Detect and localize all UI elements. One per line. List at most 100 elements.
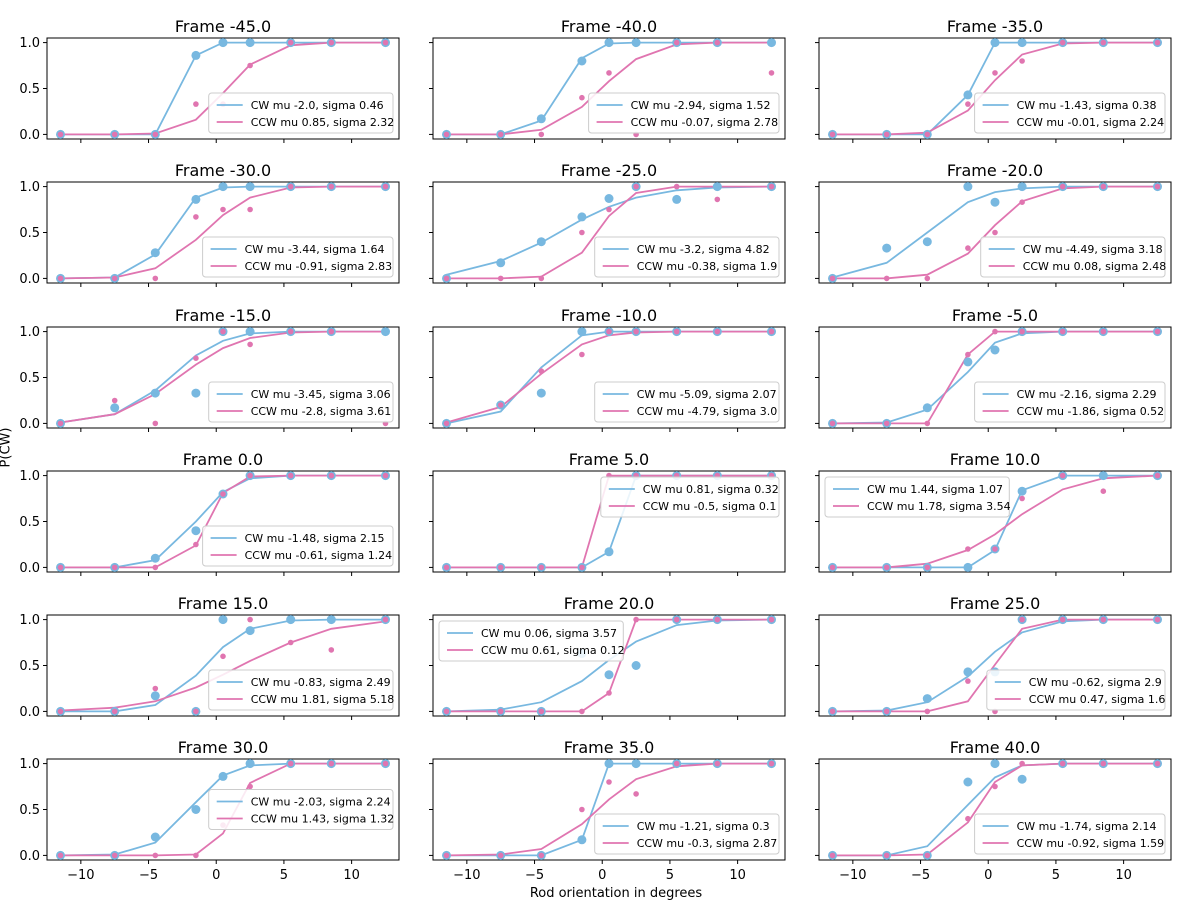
x-axis-label: Rod orientation in degrees <box>529 886 703 901</box>
ccw-data-point <box>1100 183 1107 190</box>
legend-entry: CCW mu -2.8, sigma 3.61 <box>251 405 392 418</box>
x-tick-label: 10 <box>343 868 360 883</box>
ccw-data-point <box>883 708 890 715</box>
legend-entry: CW mu -1.74, sigma 2.14 <box>1017 820 1157 833</box>
ccw-data-point <box>443 564 450 571</box>
legend: CW mu -1.48, sigma 2.15 CCW mu -0.61, sig… <box>202 525 394 567</box>
ccw-data-point <box>673 328 680 335</box>
cw-data-point <box>218 38 228 48</box>
ccw-data-point <box>924 852 931 859</box>
ccw-data-point <box>443 131 450 138</box>
ccw-data-point <box>538 852 545 859</box>
legend: CW mu -2.0, sigma 0.46 CCW mu 0.85, sigma… <box>208 92 395 134</box>
legend-entry: CCW mu -0.5, sigma 0.1 <box>643 500 777 513</box>
legend-entry: CW mu -2.16, sigma 2.29 <box>1017 388 1157 401</box>
ccw-data-point <box>1059 760 1066 767</box>
legend-entry: CCW mu -1.86, sigma 0.52 <box>1017 405 1165 418</box>
cw-data-point <box>245 182 255 192</box>
subplot-title: Frame -15.0 <box>175 306 271 325</box>
legend-entry: CW mu -2.0, sigma 0.46 <box>251 99 384 112</box>
legend-entry: CW mu -3.45, sigma 3.06 <box>251 388 391 401</box>
legend-box <box>208 669 394 711</box>
y-tick-label: 1.0 <box>19 325 40 340</box>
ccw-data-point <box>247 206 253 213</box>
ccw-data-point <box>883 852 890 859</box>
legend: CW mu -1.43, sigma 0.38 CCW mu -0.01, sig… <box>974 92 1166 134</box>
x-tick-label: 0 <box>212 868 220 883</box>
ccw-data-point <box>538 131 545 138</box>
ccw-data-point <box>606 690 612 696</box>
x-tick-label: 5 <box>280 868 288 883</box>
ccw-data-point <box>382 760 389 767</box>
ccw-data-point <box>1059 39 1066 46</box>
legend-entry: CW mu -5.09, sigma 2.07 <box>637 388 777 401</box>
ccw-data-point <box>57 131 64 138</box>
ccw-data-point <box>1100 616 1107 623</box>
ccw-data-point <box>1059 328 1066 335</box>
ccw-data-point <box>443 275 450 282</box>
ccw-data-point <box>714 760 721 767</box>
subplot-panel: Frame -35.0 CW mu -1.43, sigma 0.38 CCW mu… <box>815 17 1172 143</box>
ccw-data-point <box>924 420 931 427</box>
ccw-data-point <box>193 708 199 715</box>
ccw-data-point <box>287 328 294 335</box>
subplot-title: Frame 25.0 <box>950 594 1041 613</box>
cw-data-point <box>922 403 932 413</box>
ccw-data-point <box>538 275 545 282</box>
legend-entry: CCW mu -4.79, sigma 3.0 <box>637 405 778 418</box>
legend-box <box>594 813 780 855</box>
y-tick-label: 0.0 <box>19 849 40 864</box>
y-tick-label: 1.0 <box>19 613 40 628</box>
legend-entry: CW mu -1.48, sigma 2.15 <box>245 532 385 545</box>
legend-box <box>986 669 1166 711</box>
ccw-data-point <box>579 94 585 101</box>
ccw-data-point <box>965 546 971 552</box>
ccw-data-point <box>1154 472 1161 479</box>
legend-entry: CW mu -1.43, sigma 0.38 <box>1017 99 1157 112</box>
cw-data-point <box>1098 471 1108 481</box>
legend: CW mu -3.45, sigma 3.06 CCW mu -2.8, sigm… <box>208 381 394 423</box>
subplot-title: Frame -45.0 <box>175 17 271 36</box>
ccw-data-point <box>883 420 890 427</box>
ccw-fit-line <box>60 762 386 857</box>
legend-entry: CW mu -2.03, sigma 2.24 <box>251 796 391 809</box>
ccw-data-point <box>965 815 971 822</box>
x-tick-label: −10 <box>67 868 94 883</box>
legend-entry: CW mu -1.21, sigma 0.3 <box>637 820 770 833</box>
cw-data-point <box>191 50 201 60</box>
cw-data-point <box>150 553 160 563</box>
ccw-data-point <box>247 472 253 479</box>
y-tick-label: 0.5 <box>19 82 40 97</box>
ccw-data-point <box>193 852 199 859</box>
ccw-data-point <box>152 685 159 692</box>
ccw-data-point <box>673 616 680 623</box>
cw-data-point <box>218 615 228 625</box>
cw-data-point <box>191 194 201 204</box>
ccw-data-point <box>714 328 721 335</box>
legend-box <box>208 381 394 423</box>
legend-entry: CW mu -3.2, sigma 4.82 <box>637 243 770 256</box>
ccw-data-point <box>497 275 504 282</box>
x-tick-label: −5 <box>139 868 158 883</box>
legend: CW mu 1.44, sigma 1.07 CCW mu 1.78, sigma… <box>824 476 1011 518</box>
ccw-data-point <box>152 564 159 571</box>
cw-data-point <box>963 562 973 572</box>
subplot-panel: Frame 35.0 −10 −5 0 5 10 CW mu -1.21, sigma 0.… <box>429 738 786 883</box>
ccw-data-point <box>606 779 612 785</box>
ccw-data-point <box>992 70 998 76</box>
subplot-panel: Frame 25.0 CW mu -0.62, sigma 2.9 CCW mu 0… <box>815 594 1172 720</box>
subplot-panel: Frame 15.0 0.0 0.5 1.0 CW mu -0.83, sigma 2.… <box>19 594 400 720</box>
ccw-data-point <box>1019 616 1025 623</box>
legend-entry: CCW mu 1.81, sigma 5.18 <box>251 693 395 706</box>
ccw-data-point <box>220 491 226 497</box>
cw-data-point <box>150 832 160 842</box>
legend: CW mu -1.74, sigma 2.14 CCW mu -0.92, sig… <box>974 813 1166 855</box>
legend-entry: CCW mu 0.47, sigma 1.6 <box>1029 693 1166 706</box>
legend-entry: CCW mu 0.85, sigma 2.32 <box>251 116 395 129</box>
legend-entry: CW mu -0.83, sigma 2.49 <box>251 676 391 689</box>
ccw-data-point <box>443 852 450 859</box>
cw-data-point <box>496 258 506 268</box>
y-tick-label: 0.0 <box>19 128 40 143</box>
x-tick-label: 10 <box>729 868 746 883</box>
